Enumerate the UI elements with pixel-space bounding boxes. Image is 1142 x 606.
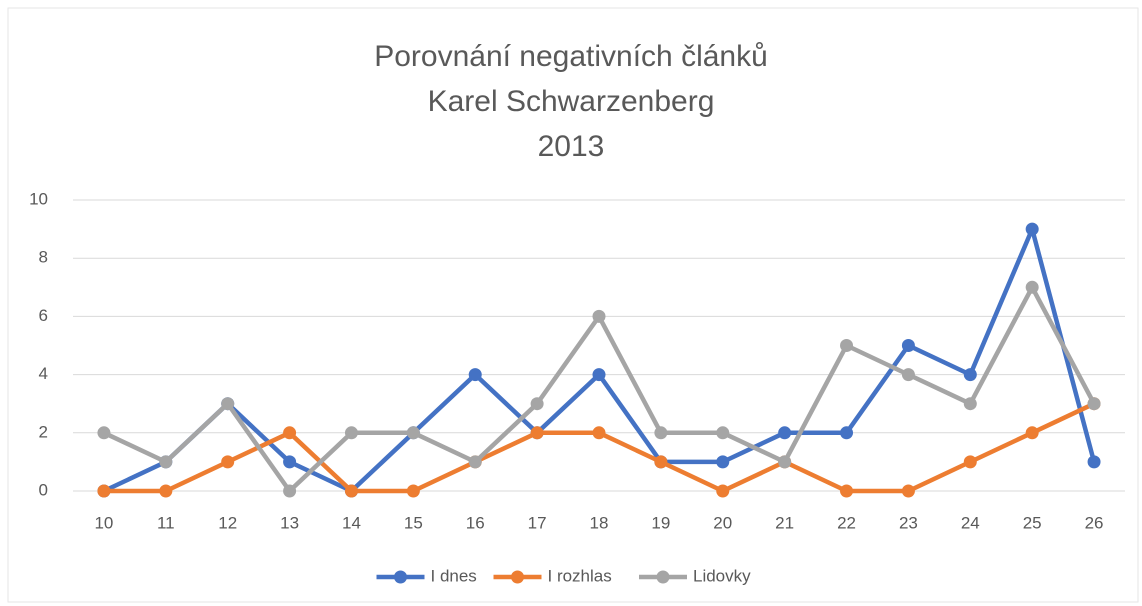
point bbox=[344, 484, 358, 498]
x-tick-label: 15 bbox=[404, 513, 423, 532]
point bbox=[406, 484, 420, 498]
point bbox=[221, 397, 235, 411]
point bbox=[221, 455, 235, 469]
x-tick-label: 21 bbox=[775, 513, 794, 532]
x-tick-label: 12 bbox=[218, 513, 237, 532]
legend-label: I dnes bbox=[431, 566, 477, 585]
x-tick-label: 10 bbox=[94, 513, 113, 532]
point bbox=[716, 455, 730, 469]
y-tick-label: 4 bbox=[39, 364, 48, 383]
x-tick-label: 19 bbox=[651, 513, 670, 532]
chart-title: Porovnání negativních článků bbox=[374, 40, 768, 73]
legend-marker bbox=[656, 570, 670, 584]
x-tick-label: 20 bbox=[713, 513, 732, 532]
x-tick-label: 22 bbox=[837, 513, 856, 532]
point bbox=[963, 397, 977, 411]
point bbox=[716, 426, 730, 440]
point bbox=[778, 455, 792, 469]
point bbox=[1025, 222, 1039, 236]
point bbox=[530, 397, 544, 411]
series-line bbox=[103, 401, 1096, 494]
point bbox=[592, 309, 606, 323]
point bbox=[283, 484, 297, 498]
x-tick-label: 13 bbox=[280, 513, 299, 532]
x-tick-label: 24 bbox=[961, 513, 980, 532]
legend-marker bbox=[394, 570, 407, 584]
point bbox=[283, 426, 297, 440]
point bbox=[344, 426, 358, 440]
point bbox=[1087, 397, 1101, 411]
point bbox=[97, 426, 111, 440]
x-tick-label: 11 bbox=[157, 513, 175, 532]
legend-marker bbox=[511, 570, 524, 584]
point bbox=[468, 455, 482, 469]
point bbox=[901, 339, 915, 352]
point bbox=[592, 426, 606, 440]
point bbox=[468, 368, 482, 382]
chart-border bbox=[7, 7, 1139, 603]
point bbox=[97, 484, 111, 498]
x-tick-label: 23 bbox=[899, 513, 918, 532]
point bbox=[654, 455, 668, 469]
y-tick-label: 6 bbox=[39, 306, 48, 325]
y-tick-label: 2 bbox=[39, 422, 48, 441]
point bbox=[283, 455, 297, 469]
point bbox=[963, 368, 977, 382]
point bbox=[901, 484, 915, 498]
point bbox=[530, 426, 544, 440]
point bbox=[654, 426, 668, 440]
point bbox=[406, 426, 420, 440]
point bbox=[778, 426, 792, 440]
x-tick-label: 17 bbox=[528, 513, 547, 532]
chart-title: 2013 bbox=[538, 130, 605, 163]
point bbox=[159, 455, 173, 469]
point bbox=[1025, 426, 1039, 440]
y-tick-label: 0 bbox=[39, 480, 48, 499]
legend-label: Lidovky bbox=[693, 566, 751, 585]
chart-title: Karel Schwarzenberg bbox=[428, 85, 715, 118]
point bbox=[840, 484, 854, 498]
point bbox=[963, 455, 977, 469]
legend-label: I rozhlas bbox=[548, 566, 612, 585]
x-tick-label: 14 bbox=[342, 513, 361, 532]
point bbox=[592, 368, 606, 382]
point bbox=[840, 426, 854, 440]
y-tick-label: 10 bbox=[29, 189, 48, 208]
x-tick-label: 16 bbox=[466, 513, 485, 532]
point bbox=[159, 484, 173, 498]
point bbox=[840, 339, 854, 352]
x-tick-label: 18 bbox=[590, 513, 609, 532]
x-tick-label: 26 bbox=[1085, 513, 1104, 532]
y-tick-label: 8 bbox=[39, 248, 48, 267]
point bbox=[1025, 280, 1039, 294]
point bbox=[1087, 455, 1101, 469]
point bbox=[716, 484, 730, 498]
x-tick-label: 25 bbox=[1023, 513, 1042, 532]
point bbox=[901, 368, 915, 382]
